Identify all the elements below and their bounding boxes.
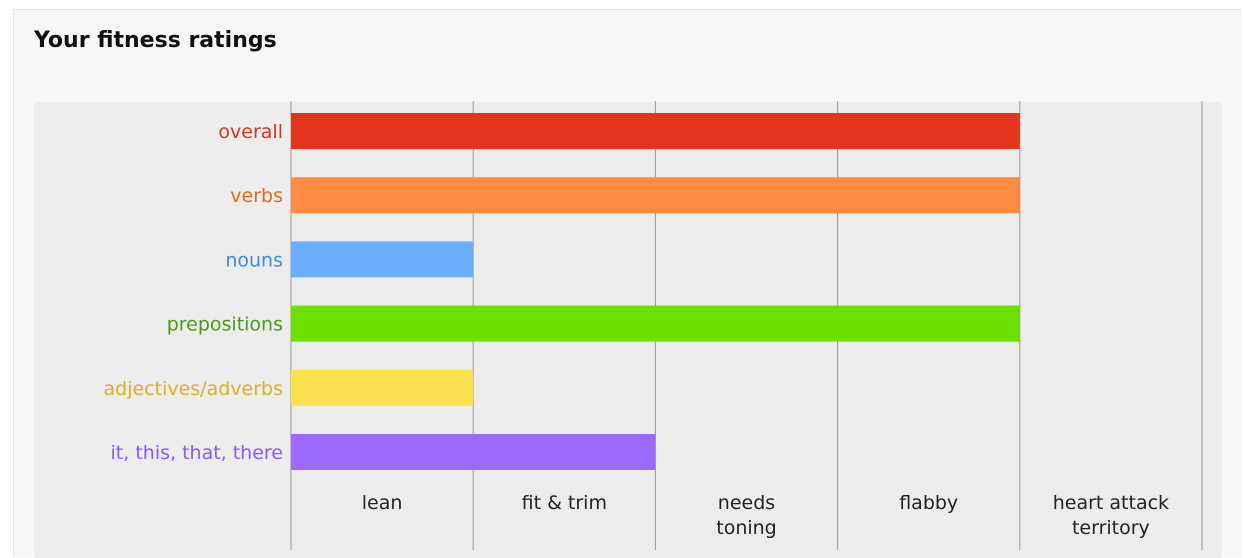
category-label-4: adjectives/adverbs — [104, 378, 284, 400]
rating-label-0: lean — [362, 492, 403, 514]
rating-label-line: needs — [718, 492, 775, 514]
rating-label-2: needs toning — [716, 492, 777, 539]
category-label-5: it, this, that, there — [111, 442, 283, 464]
category-label-2: nouns — [225, 249, 283, 271]
rating-label-line: heart attack — [1053, 492, 1169, 514]
bar-5 — [291, 434, 656, 470]
category-label-1: verbs — [230, 185, 283, 207]
rating-label-line: lean — [362, 492, 403, 514]
rating-label-line: toning — [716, 517, 777, 539]
rating-label-line: flabby — [899, 492, 958, 514]
rating-label-line: territory — [1072, 517, 1150, 539]
bar-4 — [291, 369, 474, 406]
rating-label-line: fit & trim — [522, 492, 607, 514]
rating-label-1: fit & trim — [522, 492, 607, 514]
bar-3 — [291, 305, 1020, 342]
rating-label-4: heart attack territory — [1053, 492, 1169, 539]
bar-2 — [291, 241, 474, 278]
category-label-3: prepositions — [167, 314, 283, 336]
bar-0 — [291, 113, 1020, 149]
bar-1 — [291, 177, 1020, 214]
chart-title: Your fitness ratings — [34, 28, 277, 53]
rating-label-3: flabby — [899, 492, 958, 514]
category-label-0: overall — [218, 121, 283, 143]
